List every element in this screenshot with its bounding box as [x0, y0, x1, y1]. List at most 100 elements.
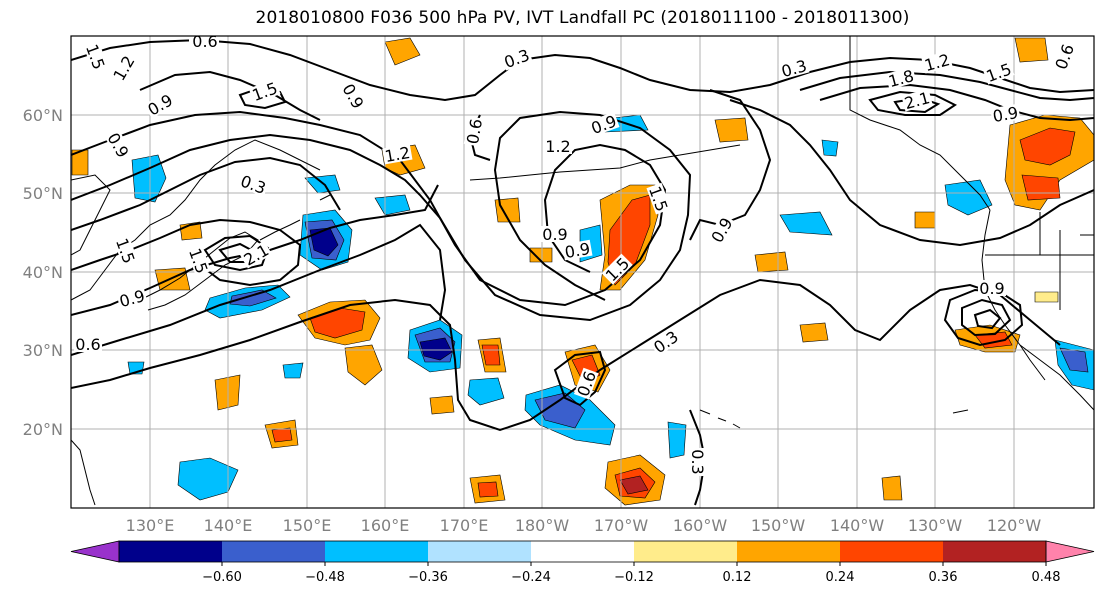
ivt-negative-region — [374, 194, 411, 216]
pv-contour — [139, 70, 321, 121]
pv-contour — [71, 218, 302, 287]
ivt-positive-region — [619, 475, 649, 495]
aleutian-coast — [469, 144, 741, 181]
pv-contour — [689, 89, 772, 241]
ivt-negative-region — [177, 457, 239, 501]
contour-label: 0.6 — [192, 32, 217, 51]
ivt-positive-region — [384, 37, 421, 66]
colorbar-tick-label: −0.60 — [202, 570, 242, 585]
kuril-coast — [259, 194, 331, 241]
lat-label: 20°N — [23, 420, 63, 439]
ivt-positive-region — [714, 117, 749, 143]
colorbar-cell — [737, 541, 840, 562]
ivt-positive-region — [477, 481, 499, 498]
ivt-positive-region — [344, 344, 383, 386]
map-title: 2018010800 F036 500 hPa PV, IVT Landfall… — [255, 8, 910, 28]
lon-label: 180°W — [515, 516, 570, 535]
pv-contour — [868, 90, 957, 116]
ivt-negative-region — [419, 337, 453, 361]
ivt-positive-region — [529, 247, 553, 263]
pv-contour — [973, 308, 1002, 330]
colorbar-cell — [531, 541, 634, 562]
contour-label: 0.9 — [542, 225, 567, 244]
pv-contour — [553, 350, 607, 407]
colorbar-cell — [325, 541, 428, 562]
pv-contour — [961, 298, 1012, 337]
contour-label: 0.3 — [688, 449, 707, 474]
ivt-positive-region — [429, 395, 455, 415]
lon-label: 150°E — [283, 516, 332, 535]
contour-label: 0.9 — [338, 80, 367, 112]
colorbar-extend-high — [1045, 540, 1095, 563]
lon-label: 170°W — [594, 516, 649, 535]
lon-label: 140°E — [204, 516, 253, 535]
ivt-positive-region — [754, 251, 789, 273]
coastlines — [71, 36, 1094, 506]
pv-contour — [819, 83, 1094, 122]
baja-coast — [1019, 344, 1046, 381]
ivt-negative-region — [821, 139, 839, 157]
colorbar-extend-low — [70, 540, 120, 563]
contour-label: 1.8 — [886, 66, 916, 91]
ivt-negative-region — [1059, 347, 1089, 373]
colorbar-outline — [118, 540, 1047, 563]
contour-label: 0.9 — [117, 286, 147, 311]
pv-contour — [799, 70, 1094, 102]
lon-label: 140°W — [830, 516, 885, 535]
pv-contour — [71, 278, 1061, 432]
map-frame — [70, 35, 1095, 509]
ivt-positive-region — [271, 427, 293, 443]
contour-label: 0.9 — [991, 103, 1019, 126]
pv-contour — [71, 110, 667, 307]
ivt-positive-region — [799, 322, 829, 343]
lon-axis-labels: 130°E 140°E 150°E 160°E 170°E 180°W 170°… — [126, 516, 1042, 535]
lon-label: 130°W — [908, 516, 963, 535]
pv-contour — [71, 223, 447, 356]
colorbar-tick-label: −0.12 — [614, 570, 654, 585]
ivt-negative-region — [667, 421, 687, 459]
contour-label: 0.9 — [563, 239, 591, 262]
contour-label: 0.9 — [979, 279, 1004, 298]
lon-label: 160°W — [673, 516, 728, 535]
philippines-coast — [71, 439, 96, 506]
ivt-positive-region — [494, 197, 521, 223]
pv-contour — [729, 99, 1094, 247]
pv-contour — [71, 110, 692, 322]
colorbar-tick-label: −0.24 — [511, 570, 551, 585]
contour-label: 1.2 — [922, 50, 952, 75]
ivt-positive-region — [1019, 127, 1076, 166]
colorbar-tick-label: 0.12 — [723, 570, 752, 585]
colorbar-cells — [70, 540, 1095, 563]
contour-label: 0.3 — [779, 56, 809, 81]
colorbar: −0.60 −0.48 −0.36 −0.24 −0.12 0.12 0.24 0.36 0.4… — [70, 540, 1095, 585]
ivt-positive-region — [1021, 174, 1061, 201]
alaska-coast — [849, 36, 991, 211]
colorbar-cell — [428, 541, 531, 562]
colorbar-cell — [119, 541, 222, 562]
lon-label: 170°E — [440, 516, 489, 535]
lat-label: 60°N — [23, 106, 63, 125]
colorbar-tick-label: 0.48 — [1032, 570, 1061, 585]
ivt-negative-region — [779, 211, 833, 236]
ivt-negative-region — [944, 179, 993, 216]
lon-label: 150°W — [751, 516, 806, 535]
colorbar-cell — [943, 541, 1046, 562]
ivt-positive-region — [1034, 291, 1059, 303]
contour-label: 0.6 — [463, 117, 486, 145]
contour-label: 1.2 — [545, 137, 570, 156]
lon-label: 120°W — [987, 516, 1042, 535]
contour-label: 2.1 — [240, 240, 272, 269]
ivt-negative-region — [467, 377, 505, 406]
ivt-positive-region — [914, 211, 936, 229]
asia-coast — [71, 139, 321, 301]
pv-contour — [71, 156, 341, 231]
colorbar-tick-label: −0.48 — [305, 570, 345, 585]
colorbar-ticks: −0.60 −0.48 −0.36 −0.24 −0.12 0.12 0.24 0.36 0.4… — [202, 562, 1061, 585]
lon-label: 130°E — [126, 516, 175, 535]
colorbar-tick-label: −0.36 — [408, 570, 448, 585]
contour-label: 1.2 — [383, 143, 411, 166]
colorbar-cell — [840, 541, 943, 562]
colorbar-tick-label: 0.36 — [929, 570, 958, 585]
lat-label: 40°N — [23, 263, 63, 282]
